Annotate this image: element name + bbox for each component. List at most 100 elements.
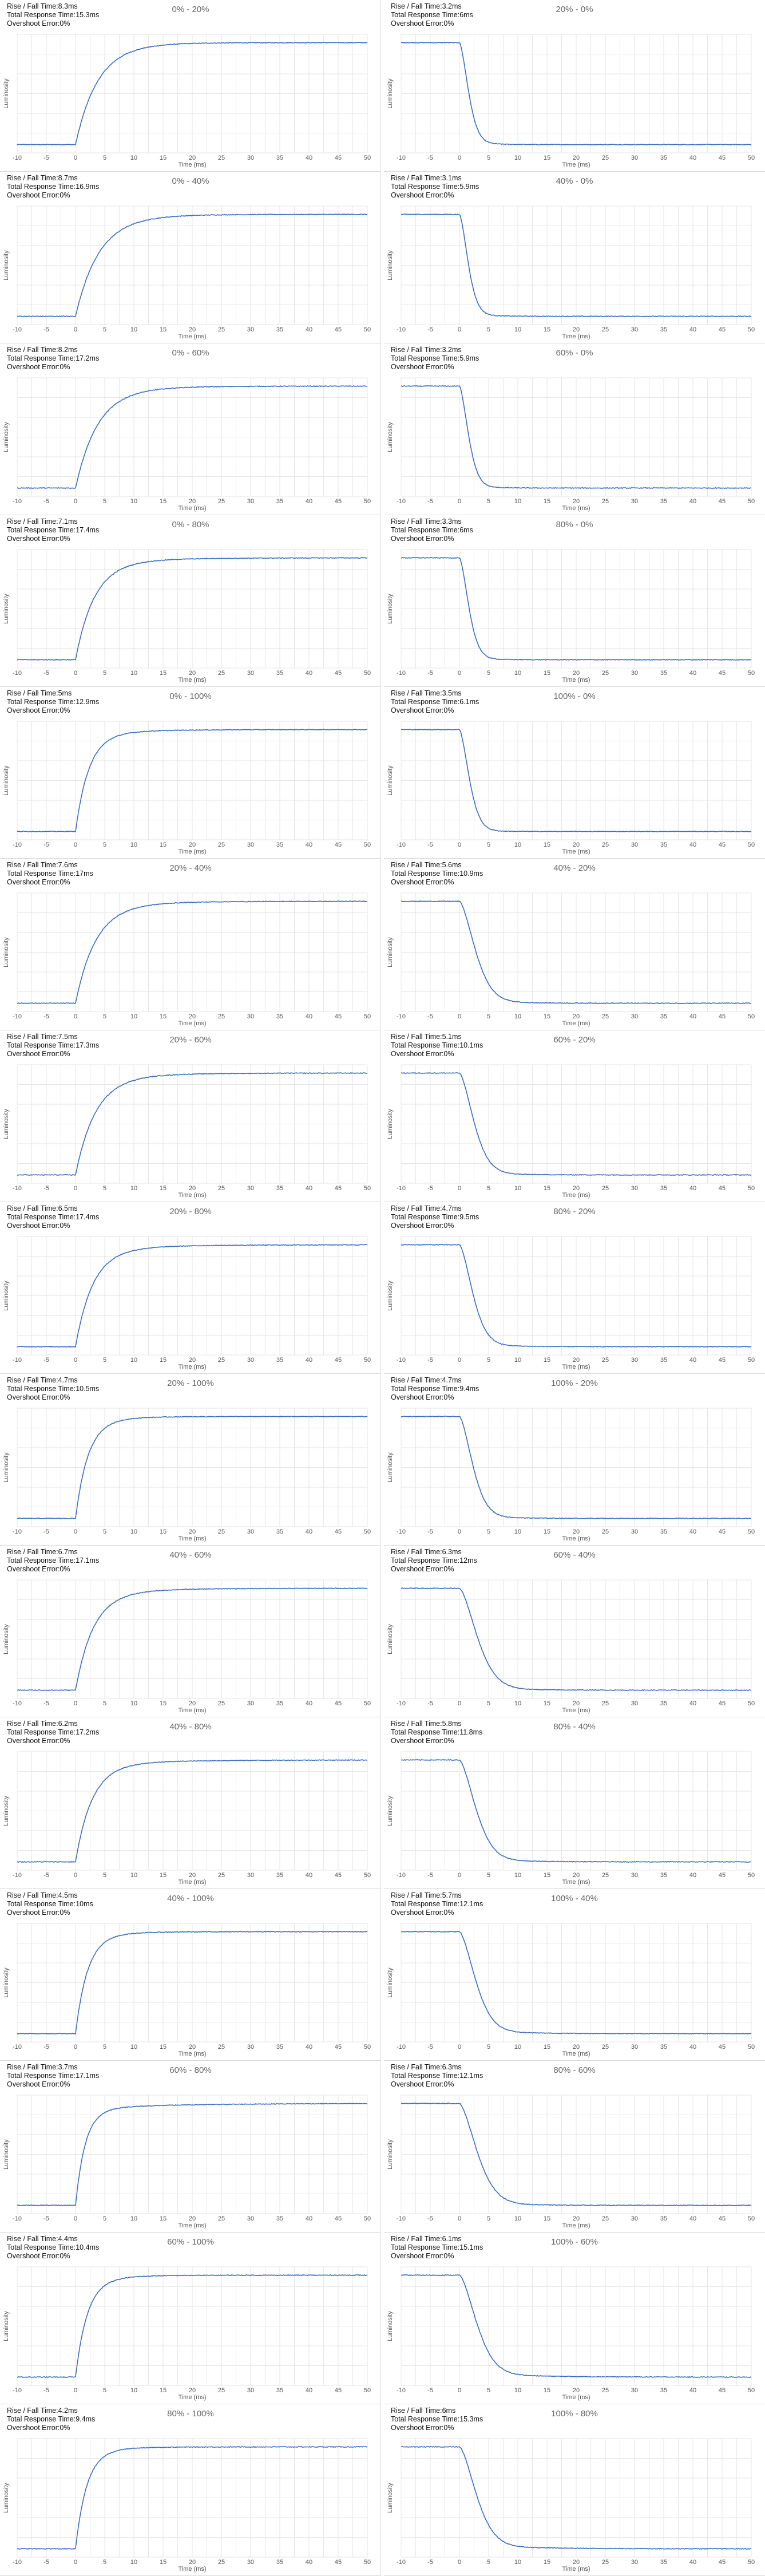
chart-panel: Rise / Fall Time:3.2ms Total Response Tim… xyxy=(384,0,765,172)
gridlines xyxy=(401,549,752,669)
total-response-time: Total Response Time:10.5ms xyxy=(7,1385,100,1393)
x-tick-label: 25 xyxy=(602,1013,609,1020)
chart-plot: -10 -5 0 5 10 15 20 25 30 35 40 45 50 Time (ms) Lumino… xyxy=(3,549,371,683)
x-tick-label: 5 xyxy=(103,1528,106,1535)
x-tick-label: 45 xyxy=(719,1872,726,1879)
x-tick-label: 5 xyxy=(487,841,490,848)
x-tick-label: 30 xyxy=(631,1872,638,1879)
chart-plot: -10 -5 0 5 10 15 20 25 30 35 40 45 50 Time (ms) Lumino… xyxy=(387,1923,755,2057)
x-tick-label: 20 xyxy=(573,1528,580,1535)
x-tick-label: 50 xyxy=(364,1185,371,1192)
overshoot-error: Overshoot Error:0% xyxy=(391,2424,454,2432)
x-tick-label: 50 xyxy=(748,2387,755,2394)
x-tick-label: 15 xyxy=(160,1013,167,1020)
luminosity-series-line xyxy=(401,1072,752,1176)
x-tick-label: 50 xyxy=(748,841,755,848)
x-tick-label: 10 xyxy=(130,2215,137,2222)
total-response-time: Total Response Time:12.9ms xyxy=(7,698,100,706)
x-tick-label: 35 xyxy=(276,1357,283,1364)
rise-fall-time: Rise / Fall Time:4.5ms xyxy=(7,1891,78,1899)
x-tick-label: 50 xyxy=(364,2215,371,2222)
gridlines xyxy=(17,721,368,840)
overshoot-error: Overshoot Error:0% xyxy=(7,2252,70,2260)
x-tick-label: 5 xyxy=(487,326,490,333)
x-tick-label: 15 xyxy=(544,1700,550,1707)
x-axis-label: Time (ms) xyxy=(562,505,590,512)
x-tick-label: -10 xyxy=(13,498,22,505)
x-tick-label: 50 xyxy=(748,670,755,677)
x-tick-label: 35 xyxy=(660,1872,667,1879)
luminosity-series-line xyxy=(401,385,752,489)
chart-plot: -10 -5 0 5 10 15 20 25 30 35 40 45 50 Time (ms) Lumino… xyxy=(3,2095,371,2229)
gridlines xyxy=(17,206,368,325)
y-axis-label: Luminosity xyxy=(387,1452,394,1483)
x-tick-label: 15 xyxy=(160,1357,167,1364)
chart-panel: Rise / Fall Time:4.7ms Total Response Tim… xyxy=(384,1202,765,1374)
x-tick-label: 40 xyxy=(689,1528,696,1535)
x-tick-label: 45 xyxy=(335,1528,342,1535)
chart-stats: Rise / Fall Time:3.2ms Total Response Tim… xyxy=(391,2,473,28)
overshoot-error: Overshoot Error:0% xyxy=(7,1222,70,1230)
x-tick-label: 5 xyxy=(103,841,106,848)
x-tick-label: 15 xyxy=(544,2559,550,2566)
rise-fall-time: Rise / Fall Time:3.7ms xyxy=(7,2063,78,2071)
rise-fall-time: Rise / Fall Time:5.7ms xyxy=(391,1891,462,1899)
x-tick-label: 10 xyxy=(514,2044,521,2050)
chart-panel: Rise / Fall Time:3.5ms Total Response Tim… xyxy=(384,687,765,859)
chart-plot: -10 -5 0 5 10 15 20 25 30 35 40 45 50 Time (ms) Lumino… xyxy=(387,892,755,1027)
chart-stats: Rise / Fall Time:5ms Total Response Time:… xyxy=(7,689,99,715)
x-tick-label: 25 xyxy=(218,2215,225,2222)
x-tick-label: 10 xyxy=(130,2387,137,2394)
total-response-time: Total Response Time:9.4ms xyxy=(391,1385,479,1393)
x-tick-label: -10 xyxy=(397,155,406,161)
x-tick-label: 0 xyxy=(74,155,77,161)
x-tick-label: -5 xyxy=(43,2215,49,2222)
x-tick-label: 35 xyxy=(660,1528,667,1535)
rise-fall-time: Rise / Fall Time:7.5ms xyxy=(7,1033,78,1041)
x-tick-label: 40 xyxy=(306,2559,312,2566)
x-tick-label: 20 xyxy=(189,2215,196,2222)
x-tick-label: 30 xyxy=(631,2044,638,2050)
chart-plot: -10 -5 0 5 10 15 20 25 30 35 40 45 50 Time (ms) Lumino… xyxy=(3,206,371,340)
x-tick-label: 35 xyxy=(276,1528,283,1535)
x-axis-label: Time (ms) xyxy=(178,1192,206,1199)
y-axis-label: Luminosity xyxy=(3,2139,10,2170)
x-tick-label: 5 xyxy=(103,1185,106,1192)
x-tick-label: -5 xyxy=(43,841,49,848)
x-tick-label: 30 xyxy=(631,1528,638,1535)
gridlines xyxy=(17,1236,368,1356)
x-tick-label: 45 xyxy=(719,1528,726,1535)
x-axis-label: Time (ms) xyxy=(562,333,590,340)
y-axis-label: Luminosity xyxy=(3,1624,10,1654)
overshoot-error: Overshoot Error:0% xyxy=(391,1909,454,1917)
x-tick-label: -5 xyxy=(427,155,433,161)
luminosity-series-line xyxy=(17,213,368,318)
x-tick-label: -10 xyxy=(397,1013,406,1020)
x-tick-label: 20 xyxy=(573,1013,580,1020)
x-tick-label: 30 xyxy=(631,2387,638,2394)
x-axis-label: Time (ms) xyxy=(178,1707,206,1714)
x-tick-label: 5 xyxy=(103,2387,106,2394)
rise-fall-time: Rise / Fall Time:4.7ms xyxy=(391,1376,462,1384)
x-tick-label: 5 xyxy=(487,2215,490,2222)
x-tick-label: 25 xyxy=(602,2559,609,2566)
x-tick-label: 25 xyxy=(218,1185,225,1192)
x-tick-label: -10 xyxy=(397,498,406,505)
luminosity-series-line xyxy=(17,728,368,833)
y-axis-label: Luminosity xyxy=(3,1109,10,1139)
x-tick-label: 45 xyxy=(719,2559,726,2566)
x-tick-label: 10 xyxy=(514,498,521,505)
x-tick-label: 20 xyxy=(189,1185,196,1192)
x-tick-label: -10 xyxy=(397,1357,406,1364)
rise-fall-time: Rise / Fall Time:5.6ms xyxy=(391,861,462,869)
x-tick-label: -5 xyxy=(427,2215,433,2222)
x-tick-label: 40 xyxy=(689,2044,696,2050)
x-tick-label: 20 xyxy=(189,1872,196,1879)
chart-panel: Rise / Fall Time:6.3ms Total Response Tim… xyxy=(384,2061,765,2233)
x-tick-label: 5 xyxy=(103,670,106,677)
chart-panel: Rise / Fall Time:8.2ms Total Response Tim… xyxy=(0,343,381,515)
x-tick-label: 40 xyxy=(689,841,696,848)
chart-panel: Rise / Fall Time:5.8ms Total Response Tim… xyxy=(384,1717,765,1889)
x-tick-label: 50 xyxy=(748,326,755,333)
overshoot-error: Overshoot Error:0% xyxy=(7,1050,70,1058)
